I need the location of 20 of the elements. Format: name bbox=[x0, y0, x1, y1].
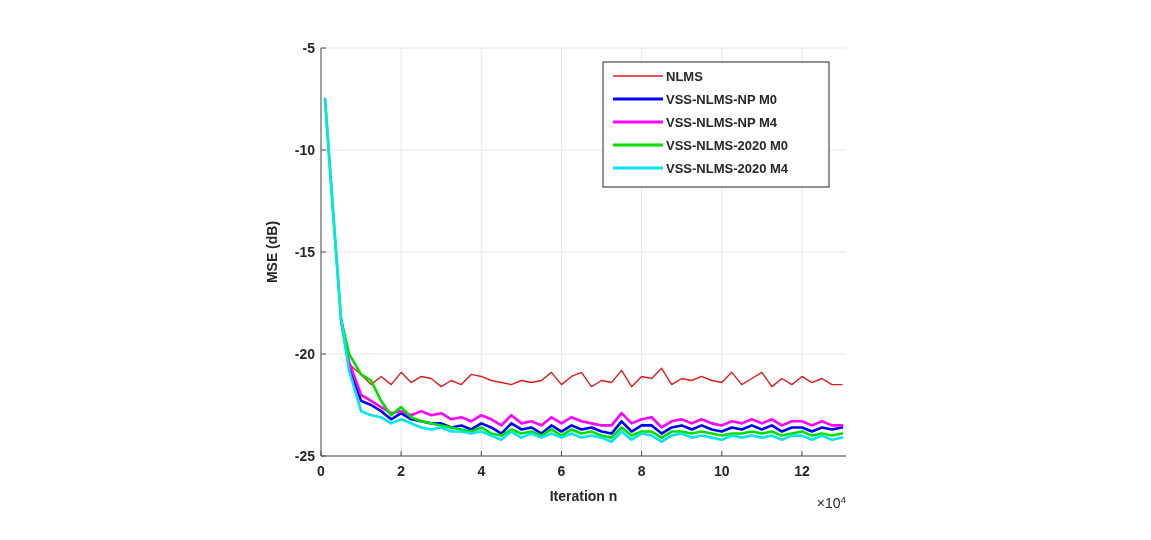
x-tick-label: 8 bbox=[637, 463, 646, 479]
y-tick-label: -25 bbox=[294, 448, 316, 464]
y-tick-label: -5 bbox=[302, 40, 316, 56]
legend-label: VSS-NLMS-NP M4 bbox=[666, 115, 778, 130]
text: ×10$^{4}$ bbox=[816, 493, 847, 511]
x-tick-label: 4 bbox=[477, 463, 486, 479]
y-tick-label: -10 bbox=[294, 142, 316, 158]
y-axis-title: MSE (dB) bbox=[264, 220, 280, 284]
x-tick-label: 12 bbox=[794, 463, 810, 479]
legend-label: VSS-NLMS-2020 M0 bbox=[666, 138, 789, 153]
x-tick-label: 2 bbox=[397, 463, 406, 479]
legend-label: NLMS bbox=[666, 69, 704, 84]
y-tick-label: -20 bbox=[294, 346, 316, 362]
x-tick-label: 0 bbox=[317, 463, 326, 479]
x-axis-title: Iteration n bbox=[549, 488, 618, 504]
legend-label: VSS-NLMS-2020 M4 bbox=[666, 161, 789, 176]
x-tick-label: 6 bbox=[557, 463, 566, 479]
y-tick-label: -15 bbox=[294, 244, 316, 260]
legend-label: VSS-NLMS-NP M0 bbox=[666, 92, 777, 107]
x-tick-label: 10 bbox=[713, 463, 730, 479]
